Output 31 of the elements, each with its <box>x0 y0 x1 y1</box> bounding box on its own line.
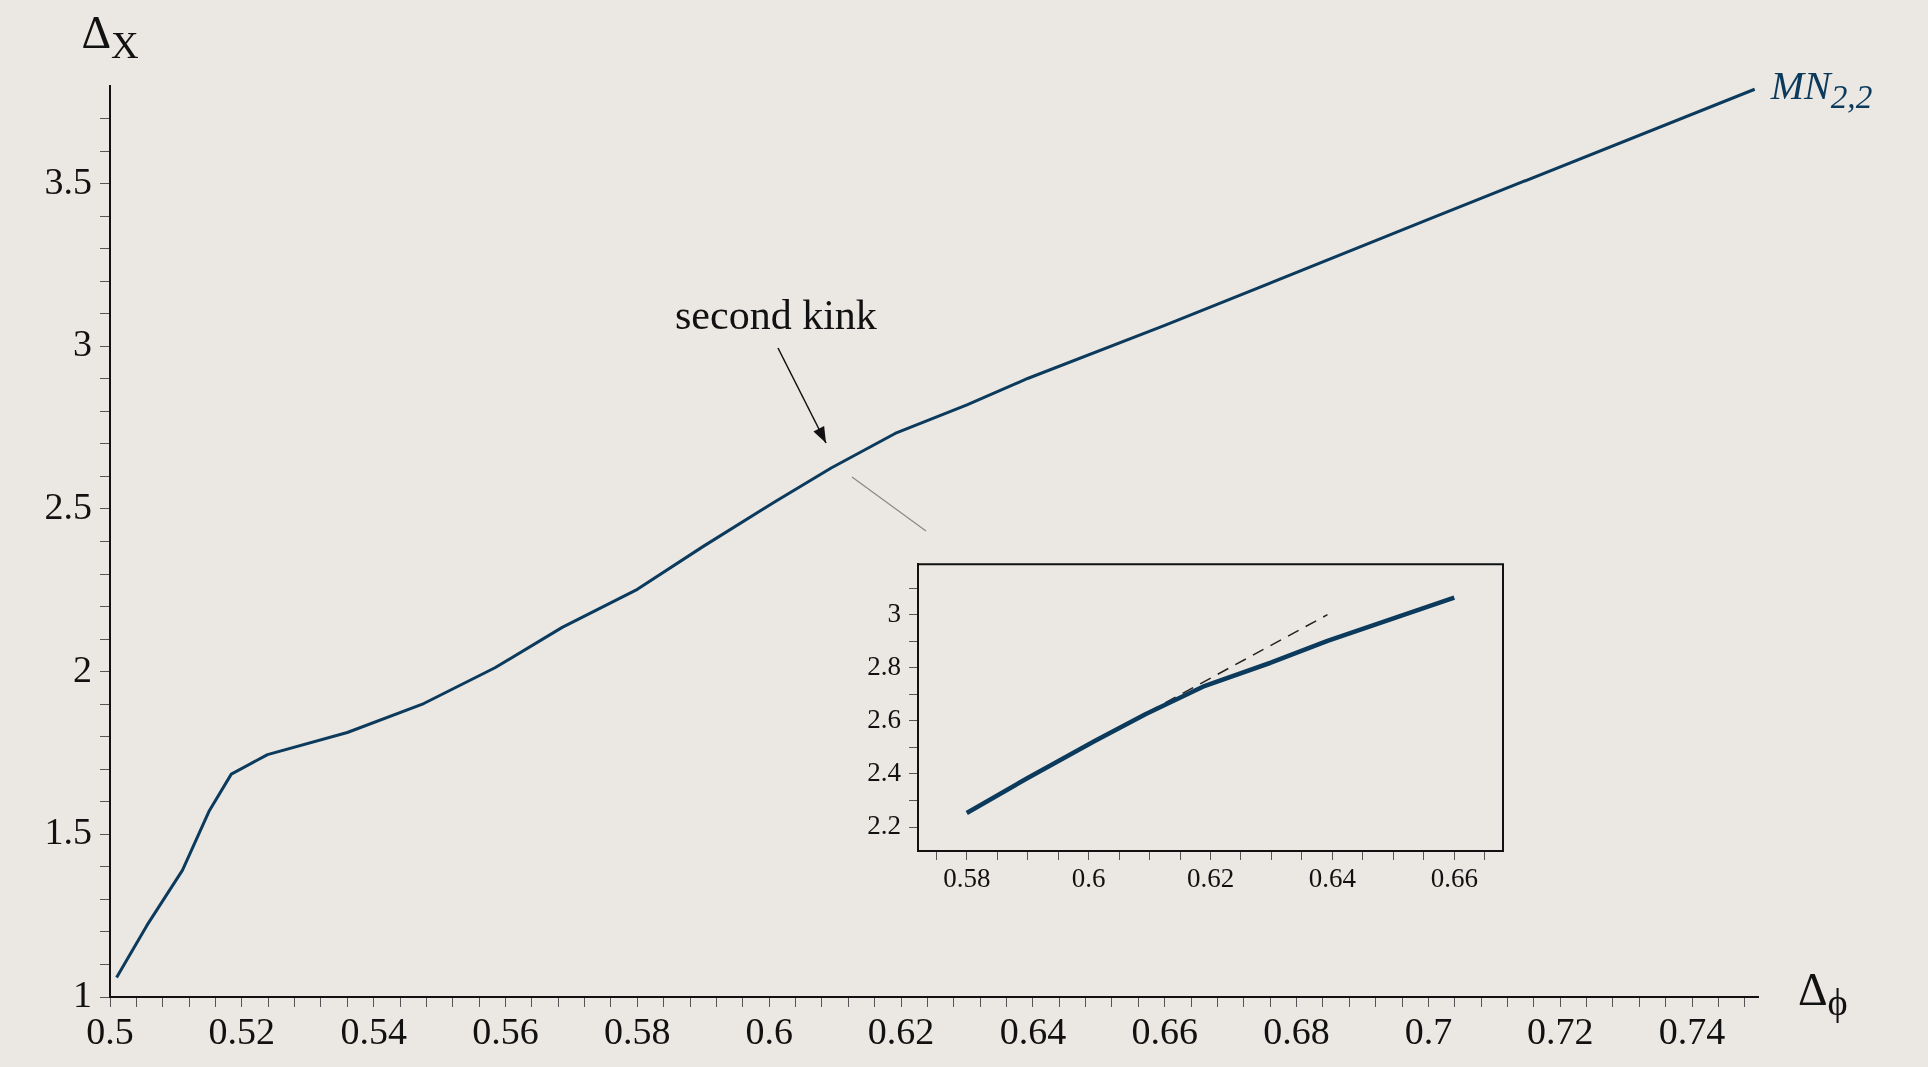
y-tick-label: 2.2 <box>867 810 901 841</box>
x-tick-label: 0.62 <box>867 1009 935 1052</box>
x-tick-label: 0.66 <box>1430 863 1478 894</box>
y-tick-label: 3.5 <box>44 159 92 202</box>
x-tick-label: 0.58 <box>943 863 991 894</box>
x-tick-label: 0.72 <box>1526 1009 1594 1052</box>
y-tick-label: 3 <box>887 597 901 628</box>
series-label: MN$_{2,2}$ <box>1770 62 1873 117</box>
x-tick-label: 0.6 <box>745 1009 793 1052</box>
x-axis-title: Δ$_{ϕ}$ <box>1798 962 1848 1024</box>
y-axis-title: Δ$_{X}$ <box>81 5 139 67</box>
x-tick-label: 0.62 <box>1186 863 1235 894</box>
y-tick-label: 2.6 <box>867 703 901 734</box>
y-tick-label: 2.4 <box>867 757 902 788</box>
x-tick-label: 0.52 <box>208 1009 276 1052</box>
x-tick-label: 0.74 <box>1658 1009 1726 1052</box>
x-tick-label: 0.66 <box>1131 1009 1198 1052</box>
annotation: second kink <box>675 291 877 339</box>
x-tick-label: 0.6 <box>1071 863 1106 894</box>
x-tick-label: 0.68 <box>1263 1009 1330 1052</box>
y-tick-label: 2.5 <box>44 484 92 527</box>
x-tick-label: 0.56 <box>472 1009 539 1052</box>
y-tick-label: 2.8 <box>867 650 901 681</box>
y-tick-label: 3 <box>73 322 92 365</box>
x-tick-label: 0.54 <box>340 1009 407 1052</box>
x-tick-label: 0.64 <box>999 1009 1067 1052</box>
y-tick-label: 1.5 <box>44 810 92 853</box>
x-tick-label: 0.7 <box>1404 1009 1453 1052</box>
y-tick-label: 2 <box>73 647 92 690</box>
x-tick-label: 0.58 <box>604 1009 671 1052</box>
x-tick-label: 0.64 <box>1308 863 1357 894</box>
